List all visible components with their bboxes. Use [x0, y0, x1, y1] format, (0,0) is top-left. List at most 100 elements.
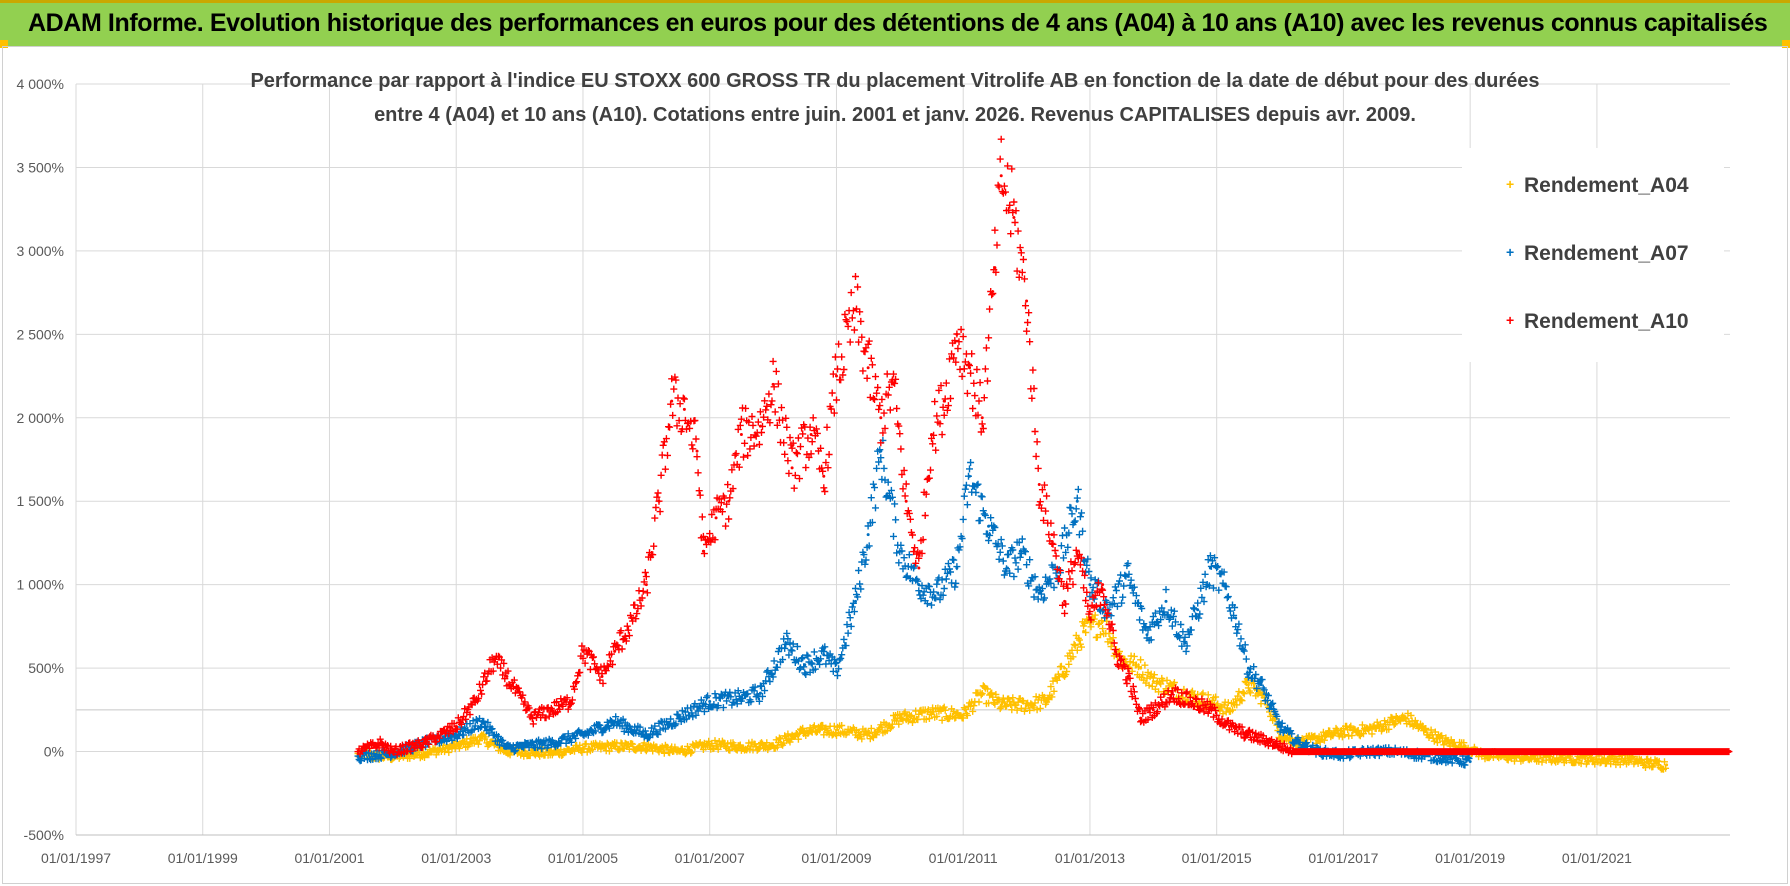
y-tick-label: 2 500% [17, 326, 64, 342]
banner-corner-left [0, 40, 8, 48]
x-tick-label: 01/01/2017 [1308, 850, 1378, 866]
y-tick-label: 0% [44, 744, 64, 760]
data-point [834, 374, 838, 378]
data-point [1050, 533, 1054, 537]
data-point [1665, 763, 1669, 767]
header-title: ADAM Informe. Evolution historique des p… [28, 9, 1768, 37]
data-point [891, 382, 895, 386]
data-point [1164, 599, 1168, 603]
data-point [356, 750, 360, 754]
data-point [613, 649, 617, 653]
data-point [1151, 679, 1155, 683]
data-point [822, 653, 826, 657]
data-point [1037, 591, 1041, 595]
x-tick-label: 01/01/1999 [168, 850, 238, 866]
header-banner: ADAM Informe. Evolution historique des p… [0, 0, 1790, 46]
data-point [1424, 730, 1428, 734]
data-point [480, 720, 484, 724]
data-point [600, 674, 604, 678]
data-point [1101, 619, 1105, 623]
data-point [1088, 583, 1092, 587]
data-point [1025, 299, 1029, 303]
series-layer [354, 135, 1733, 773]
data-point [1728, 750, 1732, 754]
data-point [866, 533, 870, 537]
data-point [968, 366, 972, 370]
data-point [581, 733, 585, 737]
data-point [1532, 750, 1536, 754]
data-point [904, 499, 908, 503]
data-point [1316, 736, 1320, 740]
data-point [980, 691, 984, 695]
data-point [1101, 583, 1105, 587]
data-point [879, 449, 883, 453]
data-point [1506, 755, 1510, 759]
legend-marker-a07: + [1506, 244, 1515, 260]
data-point [549, 741, 553, 745]
data-point [1246, 666, 1250, 670]
data-point [1595, 758, 1599, 762]
data-point [1291, 750, 1295, 754]
data-point [1139, 666, 1143, 670]
data-point [1259, 683, 1263, 687]
data-point [1341, 730, 1345, 734]
data-point [771, 743, 775, 747]
data-point [1088, 616, 1092, 620]
data-point [714, 516, 718, 520]
data-point [613, 720, 617, 724]
legend-label-a04: Rendement_A04 [1524, 174, 1689, 197]
data-point [423, 741, 427, 745]
data-point [473, 699, 477, 703]
data-point [853, 307, 857, 311]
data-point [917, 583, 921, 587]
data-point [1139, 716, 1143, 720]
data-point [644, 733, 648, 737]
data-point [423, 751, 427, 755]
data-point [898, 549, 902, 553]
data-point [391, 750, 395, 754]
data-point [695, 449, 699, 453]
x-tick-label: 01/01/1997 [41, 850, 111, 866]
x-tick-label: 01/01/2001 [294, 850, 364, 866]
series-rendement-a04 [354, 611, 1670, 773]
data-point [1037, 483, 1041, 487]
data-point [549, 751, 553, 755]
data-point [1082, 629, 1086, 633]
data-point [644, 745, 648, 749]
data-point [1196, 608, 1200, 612]
data-point [1183, 641, 1187, 645]
data-point [701, 549, 705, 553]
data-point [1443, 756, 1447, 760]
x-tick-label: 01/01/2011 [929, 850, 998, 866]
series-rendement-a07 [354, 436, 1473, 769]
data-point [1145, 633, 1149, 637]
x-tick-label: 01/01/2007 [675, 850, 745, 866]
data-point [505, 746, 509, 750]
data-point [378, 741, 382, 745]
data-point [1170, 691, 1174, 695]
data-point [1063, 666, 1067, 670]
data-point [1532, 756, 1536, 760]
y-tick-label: 1 500% [17, 493, 64, 509]
data-point [1595, 750, 1599, 754]
data-point [454, 733, 458, 737]
legend-marker-a10: + [1506, 312, 1515, 328]
data-point [644, 583, 648, 587]
banner-corner-right [1782, 40, 1790, 48]
x-tick-label: 01/01/2013 [1055, 850, 1125, 866]
data-point [822, 474, 826, 478]
data-point [1113, 649, 1117, 653]
data-point [682, 407, 686, 411]
data-point [1151, 708, 1155, 712]
data-point [1075, 549, 1079, 553]
y-tick-label: 500% [28, 660, 64, 676]
data-point [1658, 750, 1662, 754]
x-tick-label: 01/01/2009 [801, 850, 871, 866]
data-point [505, 674, 509, 678]
data-point [1468, 760, 1472, 764]
data-point [356, 755, 360, 759]
x-tick-label: 01/01/2003 [421, 850, 491, 866]
data-point [955, 332, 959, 336]
data-point [999, 703, 1003, 707]
